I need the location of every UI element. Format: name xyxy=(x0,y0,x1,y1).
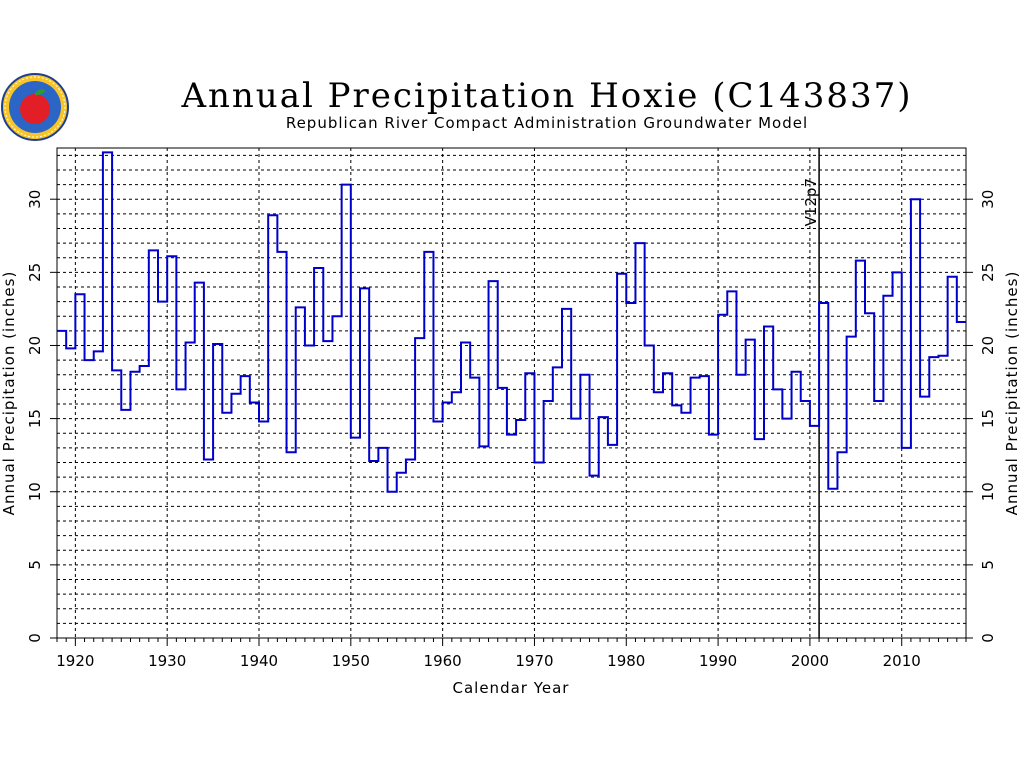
axis-ticks: 1920 1930 1940 1950 1960 1970 1980 1990 2000 2010… xyxy=(26,190,997,670)
x-tick-label: 1920 xyxy=(56,652,94,670)
y-tick-label-left: 30 xyxy=(26,190,44,209)
y-tick-label-left: 5 xyxy=(26,560,44,570)
x-tick-label: 1960 xyxy=(424,652,462,670)
y-tick-label-right: 10 xyxy=(979,482,997,501)
chart-subtitle: Republican River Compact Administration … xyxy=(286,114,808,132)
y-tick-label-right: 15 xyxy=(979,409,997,428)
x-tick-label: 2010 xyxy=(883,652,921,670)
y-tick-label-left: 10 xyxy=(26,482,44,501)
y-tick-label-left: 0 xyxy=(26,633,44,643)
y-tick-label-right: 0 xyxy=(979,633,997,643)
x-tick-label: 1940 xyxy=(240,652,278,670)
marker-label: V12p7 xyxy=(802,178,820,226)
y-tick-label-right: 20 xyxy=(979,336,997,355)
plot-frame xyxy=(56,147,967,639)
y-tick-label-left: 15 xyxy=(26,409,44,428)
y-tick-label-left: 20 xyxy=(26,336,44,355)
x-tick-label: 1980 xyxy=(607,652,645,670)
precipitation-series xyxy=(57,151,966,493)
x-axis-label: Calendar Year xyxy=(453,679,570,697)
y-axis-label-left: Annual Precipitation (inches) xyxy=(0,271,18,516)
grid-lines xyxy=(57,148,966,639)
y-tick-label-right: 25 xyxy=(979,263,997,282)
x-tick-label: 2000 xyxy=(791,652,829,670)
y-axis-label-right: Annual Precipitation (inches) xyxy=(1003,271,1021,516)
y-tick-label-right: 5 xyxy=(979,560,997,570)
y-tick-label-left: 25 xyxy=(26,263,44,282)
x-tick-label: 1970 xyxy=(515,652,553,670)
x-tick-label: 1930 xyxy=(148,652,186,670)
rrca-logo xyxy=(1,73,69,141)
x-tick-label: 1950 xyxy=(332,652,370,670)
chart-title: Annual Precipitation Hoxie (C143837) xyxy=(180,76,912,116)
y-tick-label-right: 30 xyxy=(979,190,997,209)
version-marker: V12p7 xyxy=(802,148,820,638)
x-tick-label: 1990 xyxy=(699,652,737,670)
